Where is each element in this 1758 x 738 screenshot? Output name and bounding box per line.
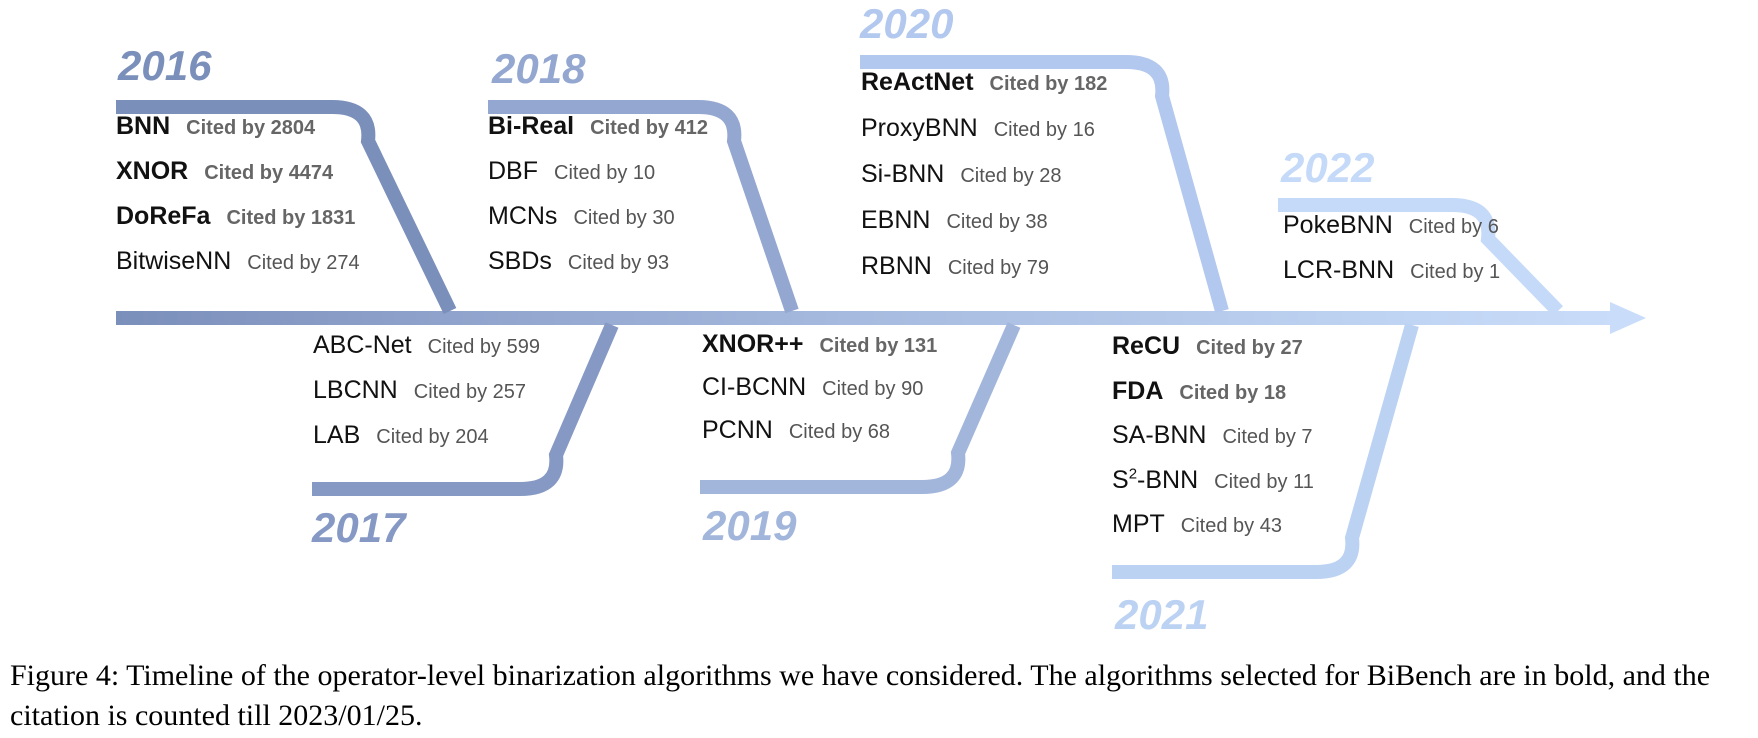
algorithm-entry: ReActNet Cited by 182 [861,67,1107,101]
citation-count: Cited by 90 [822,378,923,400]
figure-caption: Figure 4: Timeline of the operator-level… [10,656,1750,736]
algorithm-name: ProxyBNN [861,114,978,142]
citation-count: Cited by 412 [590,117,708,139]
citation-count: Cited by 11 [1214,471,1314,493]
algorithm-name: PokeBNN [1283,211,1393,239]
citation-count: Cited by 182 [990,73,1108,95]
citation-count: Cited by 18 [1179,382,1286,404]
algorithm-entry: SBDs Cited by 93 [488,246,669,280]
algorithm-name: LCR-BNN [1283,256,1394,284]
algorithm-name: ReActNet [861,68,974,96]
algorithm-entry: ABC-Net Cited by 599 [313,330,540,364]
year-label-2018: 2018 [492,47,585,91]
citation-count: Cited by 204 [376,426,488,448]
algorithm-name: EBNN [861,206,930,234]
timeline-axis [116,311,1616,325]
algorithm-name: DBF [488,157,538,185]
algorithm-entry: PokeBNN Cited by 6 [1283,210,1499,244]
algorithm-entry: BitwiseNN Cited by 274 [116,246,360,280]
timeline-arrowhead [1610,302,1646,334]
algorithm-entry: Si-BNN Cited by 28 [861,159,1062,193]
algorithm-entry: ProxyBNN Cited by 16 [861,113,1095,147]
algorithm-entry: RBNN Cited by 79 [861,251,1049,285]
algorithm-name: RBNN [861,252,932,280]
citation-count: Cited by 2804 [186,117,315,139]
citation-count: Cited by 16 [994,119,1095,141]
citation-count: Cited by 30 [573,207,674,229]
citation-count: Cited by 93 [568,252,669,274]
algorithm-name: MPT [1112,510,1165,538]
algorithm-entry: BNN Cited by 2804 [116,111,315,145]
citation-count: Cited by 1 [1410,261,1500,283]
citation-count: Cited by 4474 [204,162,333,184]
algorithm-name: BNN [116,112,170,140]
algorithm-entry: MCNs Cited by 30 [488,201,675,235]
algorithm-entry: Bi-Real Cited by 412 [488,111,708,145]
year-label-2016: 2016 [118,44,211,88]
algorithm-entry: PCNN Cited by 68 [702,415,890,449]
citation-count: Cited by 79 [948,257,1049,279]
citation-count: Cited by 257 [414,381,526,403]
algorithm-name: PCNN [702,416,773,444]
algorithm-entry: LAB Cited by 204 [313,420,489,454]
algorithm-name: XNOR [116,157,188,185]
algorithm-entry: FDA Cited by 18 [1112,376,1286,410]
algorithm-name: ReCU [1112,332,1180,360]
citation-count: Cited by 43 [1181,515,1282,537]
citation-count: Cited by 131 [819,335,937,357]
algorithm-entry: MPT Cited by 43 [1112,509,1282,543]
algorithm-entry: DBF Cited by 10 [488,156,655,190]
year-label-2019: 2019 [703,504,796,548]
citation-count: Cited by 10 [554,162,655,184]
algorithm-name: Si-BNN [861,160,944,188]
algorithm-name: CI-BCNN [702,373,806,401]
algorithm-name: LAB [313,421,360,449]
year-label-2017: 2017 [312,506,405,550]
algorithm-entry: XNOR Cited by 4474 [116,156,333,190]
algorithm-entry: SA-BNN Cited by 7 [1112,420,1313,454]
citation-count: Cited by 599 [428,336,540,358]
citation-count: Cited by 7 [1222,426,1312,448]
algorithm-entry: EBNN Cited by 38 [861,205,1048,239]
algorithm-name: DoReFa [116,202,210,230]
citation-count: Cited by 1831 [226,207,355,229]
citation-count: Cited by 6 [1409,216,1499,238]
algorithm-name: SA-BNN [1112,421,1206,449]
year-label-2021: 2021 [1115,593,1208,637]
algorithm-name: XNOR++ [702,330,803,358]
citation-count: Cited by 27 [1196,337,1303,359]
algorithm-entry: ReCU Cited by 27 [1112,331,1303,365]
algorithm-entry: DoReFa Cited by 1831 [116,201,355,235]
algorithm-name: BitwiseNN [116,247,231,275]
algorithm-name: ABC-Net [313,331,412,359]
algorithm-name: S2-BNN [1112,466,1198,494]
algorithm-name: Bi-Real [488,112,574,140]
algorithm-name: FDA [1112,377,1163,405]
algorithm-name: SBDs [488,247,552,275]
citation-count: Cited by 68 [789,421,890,443]
algorithm-name: LBCNN [313,376,398,404]
algorithm-name: MCNs [488,202,557,230]
citation-count: Cited by 28 [960,165,1061,187]
citation-count: Cited by 38 [946,211,1047,233]
timeline-figure: 2016 BNN Cited by 2804 XNOR Cited by 4474 DoR… [0,0,1758,640]
algorithm-entry: CI-BCNN Cited by 90 [702,372,923,406]
algorithm-entry: LBCNN Cited by 257 [313,375,526,409]
algorithm-entry: LCR-BNN Cited by 1 [1283,255,1500,289]
year-label-2020: 2020 [860,2,953,46]
year-label-2022: 2022 [1281,146,1374,190]
algorithm-entry: XNOR++ Cited by 131 [702,329,937,363]
citation-count: Cited by 274 [247,252,359,274]
algorithm-entry: S2-BNN Cited by 11 [1112,465,1314,499]
